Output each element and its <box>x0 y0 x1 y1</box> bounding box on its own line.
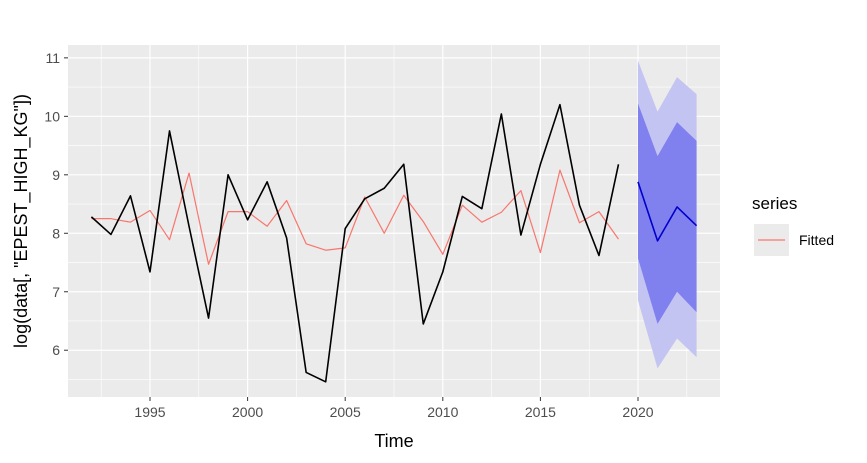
x-tick-label: 1995 <box>134 404 165 420</box>
y-tick-label: 10 <box>44 108 60 124</box>
x-tick-label: 2015 <box>525 404 556 420</box>
legend-label-fitted: Fitted <box>799 232 834 248</box>
legend: series Fitted <box>752 194 834 256</box>
y-tick-label: 8 <box>52 225 60 241</box>
x-axis-title: Time <box>374 431 413 451</box>
legend-title: series <box>752 194 797 213</box>
y-tick-label: 9 <box>52 167 60 183</box>
axes: 1995 2000 2005 2010 2015 2020 6 7 8 9 10 11 <box>44 50 653 420</box>
forecast-intervals <box>638 60 697 369</box>
y-tick-label: 6 <box>52 342 60 358</box>
forecast-interval-80 <box>638 103 697 324</box>
forecast-series-line <box>637 181 698 242</box>
x-tick-label: 2000 <box>232 404 263 420</box>
y-tick-label: 7 <box>52 284 60 300</box>
x-tick-label: 2020 <box>622 404 653 420</box>
x-tick-label: 2005 <box>330 404 361 420</box>
x-tick-label: 2010 <box>427 404 458 420</box>
y-tick-label: 11 <box>45 50 60 66</box>
fitted-series-line <box>91 169 619 265</box>
y-axis-title: log(data[, "EPEST_HIGH_KG"]) <box>11 94 32 348</box>
grid-major <box>68 45 720 397</box>
observed-series-line <box>90 103 620 383</box>
series-lines <box>90 103 698 383</box>
